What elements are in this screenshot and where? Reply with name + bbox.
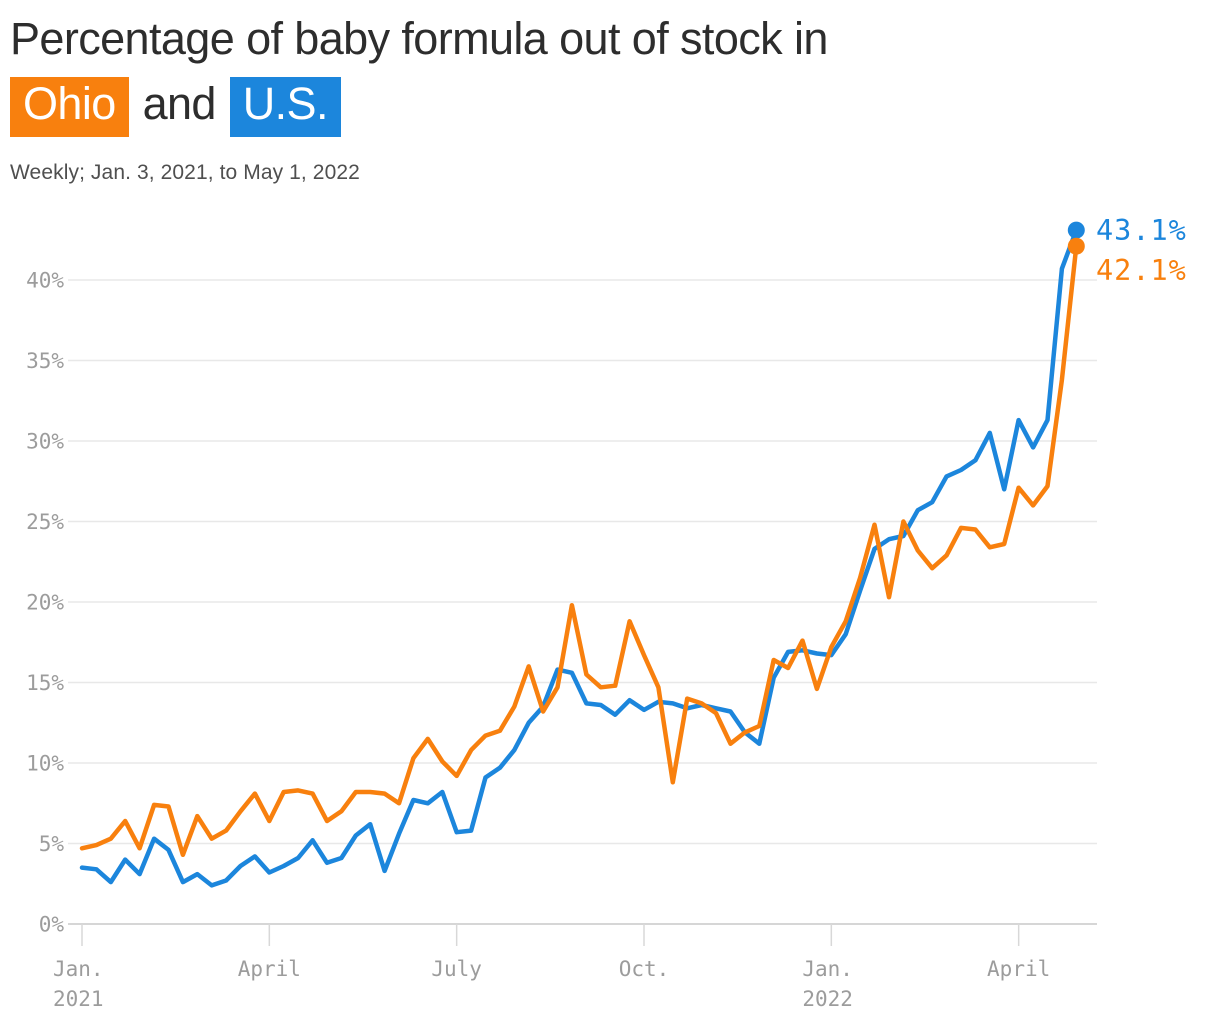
chart-title-line2: Ohio and U.S.: [10, 76, 828, 137]
series-line-us: [79, 227, 1079, 888]
y-tick-label: 10%: [26, 752, 64, 776]
title-conjunction: and: [142, 77, 217, 129]
end-label-us: 43.1%: [1096, 214, 1187, 247]
series-line-ohio: [79, 243, 1079, 858]
end-dot-us: [1067, 221, 1085, 239]
x-tick-label: 2021: [53, 987, 104, 1011]
y-tick-label: 40%: [26, 269, 64, 293]
end-dot-ohio: [1067, 237, 1085, 255]
y-tick-label: 35%: [26, 349, 64, 373]
x-tick-label: April: [238, 957, 301, 981]
ohio-highlight: Ohio: [10, 76, 129, 137]
x-tick-label: July: [431, 957, 482, 981]
y-tick-label: 20%: [26, 591, 64, 615]
end-label-ohio: 42.1%: [1096, 254, 1187, 287]
y-tick-label: 5%: [39, 832, 65, 856]
us-highlight: U.S.: [229, 76, 341, 137]
y-tick-label: 30%: [26, 430, 64, 454]
x-tick-label: 2022: [802, 987, 853, 1011]
chart-header: Percentage of baby formula out of stock …: [10, 10, 828, 185]
x-tick-label: Jan.: [802, 957, 853, 981]
y-tick-label: 25%: [26, 510, 64, 534]
y-tick-label: 0%: [39, 913, 65, 937]
chart-title-line1: Percentage of baby formula out of stock …: [10, 13, 828, 64]
x-tick-label: Oct.: [619, 957, 670, 981]
x-tick-label: Jan.: [53, 957, 104, 981]
x-tick-label: April: [987, 957, 1050, 981]
y-tick-label: 15%: [26, 671, 64, 695]
chart-subtitle: Weekly; Jan. 3, 2021, to May 1, 2022: [10, 160, 360, 184]
